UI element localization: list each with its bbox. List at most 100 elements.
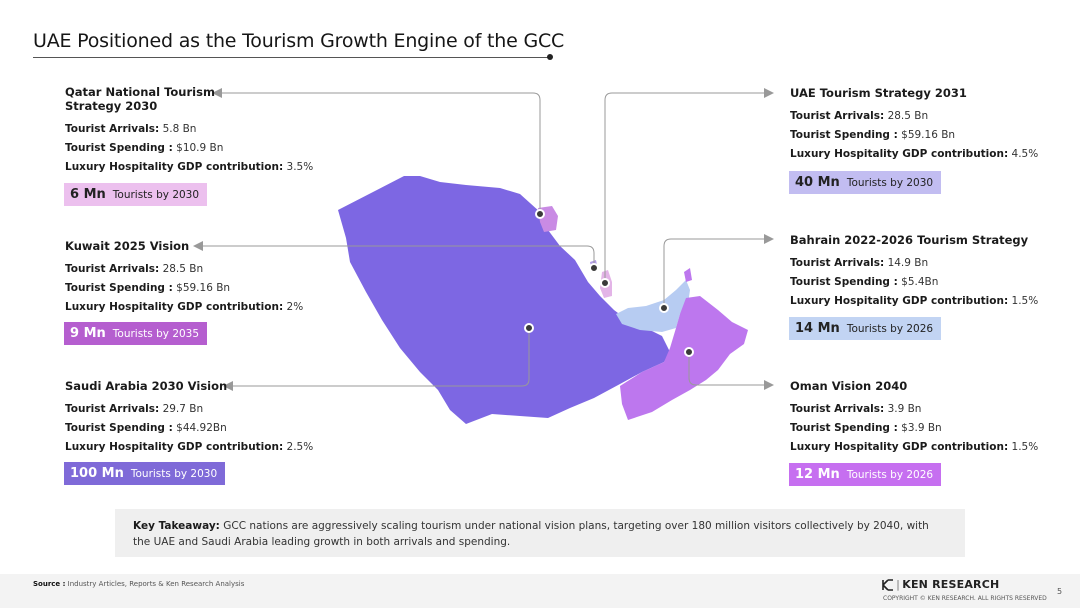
uae-target-number: 40 Mn <box>795 175 840 190</box>
oman-target-badge: 12 Mn Tourists by 2026 <box>789 463 942 486</box>
kuwait-arrivals: 28.5 Bn <box>162 263 204 275</box>
bahrain-spending: $5.4Bn <box>901 276 939 288</box>
arrow-saudi <box>223 381 233 391</box>
marker-saudi <box>524 323 534 333</box>
copyright-text: COPYRIGHT © KEN RESEARCH. ALL RIGHTS RES… <box>883 595 1047 602</box>
uae-spending: $59.16 Bn <box>901 129 956 141</box>
saudi-spending: $44.92Bn <box>176 422 227 434</box>
kuwait-gdp: 2% <box>286 301 304 313</box>
uae-target-label: Tourists by 2030 <box>846 176 934 189</box>
connector-uae <box>604 92 764 283</box>
footer-bar <box>0 574 1080 608</box>
key-takeaway-box: Key Takeaway: GCC nations are aggressive… <box>115 509 965 557</box>
spending-label: Tourist Spending : <box>65 422 173 434</box>
logo-text: KEN RESEARCH <box>902 578 1000 591</box>
oman-spending: $3.9 Bn <box>901 422 942 434</box>
uae-info: UAE Tourism Strategy 2031 Tourist Arriva… <box>790 86 1060 161</box>
qatar-arrivals: 5.8 Bn <box>162 123 197 135</box>
arrow-bahrain <box>764 234 774 244</box>
saudi-heading: Saudi Arabia 2030 Vision <box>65 379 228 393</box>
bahrain-target-label: Tourists by 2026 <box>846 322 934 335</box>
bahrain-target-number: 14 Mn <box>795 321 840 336</box>
key-takeaway-label: Key Takeaway: <box>133 520 220 532</box>
arrivals-label: Tourist Arrivals: <box>65 123 160 135</box>
connector-kuwait <box>203 245 595 268</box>
kuwait-spending: $59.16 Bn <box>176 282 231 294</box>
oman-info: Oman Vision 2040 Tourist Arrivals: 3.9 B… <box>790 379 1060 454</box>
marker-kuwait <box>535 209 545 219</box>
arrow-uae <box>764 88 774 98</box>
connector-bahrain <box>663 238 764 308</box>
gdp-label: Luxury Hospitality GDP contribution: <box>65 441 284 453</box>
title-underline <box>33 57 548 58</box>
uae-arrivals: 28.5 Bn <box>887 110 929 122</box>
oman-musandam <box>684 268 692 282</box>
saudi-arrivals: 29.7 Bn <box>162 403 204 415</box>
arrivals-label: Tourist Arrivals: <box>790 257 885 269</box>
qatar-target-number: 6 Mn <box>70 187 106 202</box>
kuwait-target-number: 9 Mn <box>70 326 106 341</box>
gdp-label: Luxury Hospitality GDP contribution: <box>790 441 1009 453</box>
oman-region <box>620 296 748 420</box>
kuwait-heading: Kuwait 2025 Vision <box>65 239 190 253</box>
uae-region <box>616 280 690 332</box>
bahrain-heading: Bahrain 2022-2026 Tourism Strategy <box>790 233 1029 247</box>
qatar-heading: Qatar National Tourism Strategy 2030 <box>65 85 215 113</box>
arrivals-label: Tourist Arrivals: <box>65 263 160 275</box>
qatar-gdp: 3.5% <box>286 161 314 173</box>
oman-gdp: 1.5% <box>1011 441 1039 453</box>
kuwait-info: Kuwait 2025 Vision Tourist Arrivals: 28.… <box>65 239 335 314</box>
marker-qatar <box>600 278 610 288</box>
saudi-gdp: 2.5% <box>286 441 314 453</box>
saudi-target-number: 100 Mn <box>70 466 124 481</box>
spending-label: Tourist Spending : <box>790 129 898 141</box>
source-note: Source : Industry Articles, Reports & Ke… <box>33 580 244 588</box>
connector-saudi <box>233 328 530 387</box>
spending-label: Tourist Spending : <box>65 142 173 154</box>
page-number: 5 <box>1057 587 1063 596</box>
arrivals-label: Tourist Arrivals: <box>790 403 885 415</box>
arrivals-label: Tourist Arrivals: <box>65 403 160 415</box>
qatar-info: Qatar National Tourism Strategy 2030 Tou… <box>65 85 313 174</box>
oman-heading: Oman Vision 2040 <box>790 379 908 393</box>
oman-target-number: 12 Mn <box>795 467 840 482</box>
qatar-target-label: Tourists by 2030 <box>112 188 200 201</box>
ken-logo-icon <box>882 578 893 591</box>
uae-heading: UAE Tourism Strategy 2031 <box>790 86 967 100</box>
bahrain-target-badge: 14 Mn Tourists by 2026 <box>789 317 942 340</box>
source-label: Source : <box>33 580 66 588</box>
saudi-arabia-region <box>338 176 670 424</box>
marker-oman <box>684 347 694 357</box>
marker-uae <box>659 303 669 313</box>
gdp-label: Luxury Hospitality GDP contribution: <box>65 301 284 313</box>
spending-label: Tourist Spending : <box>790 276 898 288</box>
qatar-target-badge: 6 Mn Tourists by 2030 <box>64 183 208 206</box>
bahrain-arrivals: 14.9 Bn <box>887 257 929 269</box>
oman-target-label: Tourists by 2026 <box>846 468 934 481</box>
uae-gdp: 4.5% <box>1011 148 1039 160</box>
connector-oman <box>688 352 764 386</box>
spending-label: Tourist Spending : <box>790 422 898 434</box>
bahrain-gdp: 1.5% <box>1011 295 1039 307</box>
gdp-label: Luxury Hospitality GDP contribution: <box>65 161 284 173</box>
arrow-kuwait <box>193 241 203 251</box>
uae-target-badge: 40 Mn Tourists by 2030 <box>789 171 942 194</box>
qatar-spending: $10.9 Bn <box>176 142 224 154</box>
saudi-info: Saudi Arabia 2030 Vision Tourist Arrival… <box>65 379 335 454</box>
key-takeaway-text: GCC nations are aggressively scaling tou… <box>133 520 929 548</box>
arrow-qatar <box>212 88 222 98</box>
spending-label: Tourist Spending : <box>65 282 173 294</box>
saudi-target-badge: 100 Mn Tourists by 2030 <box>64 462 226 485</box>
arrivals-label: Tourist Arrivals: <box>790 110 885 122</box>
saudi-target-label: Tourists by 2030 <box>130 467 218 480</box>
oman-arrivals: 3.9 Bn <box>887 403 922 415</box>
kuwait-target-label: Tourists by 2035 <box>112 327 200 340</box>
arrow-oman <box>764 380 774 390</box>
kuwait-target-badge: 9 Mn Tourists by 2035 <box>64 322 208 345</box>
bahrain-info: Bahrain 2022-2026 Tourism Strategy Touri… <box>790 233 1060 308</box>
gdp-label: Luxury Hospitality GDP contribution: <box>790 148 1009 160</box>
source-text: Industry Articles, Reports & Ken Researc… <box>67 580 245 588</box>
title-underline-dot <box>547 54 553 60</box>
ken-research-logo: | KEN RESEARCH <box>882 578 999 591</box>
